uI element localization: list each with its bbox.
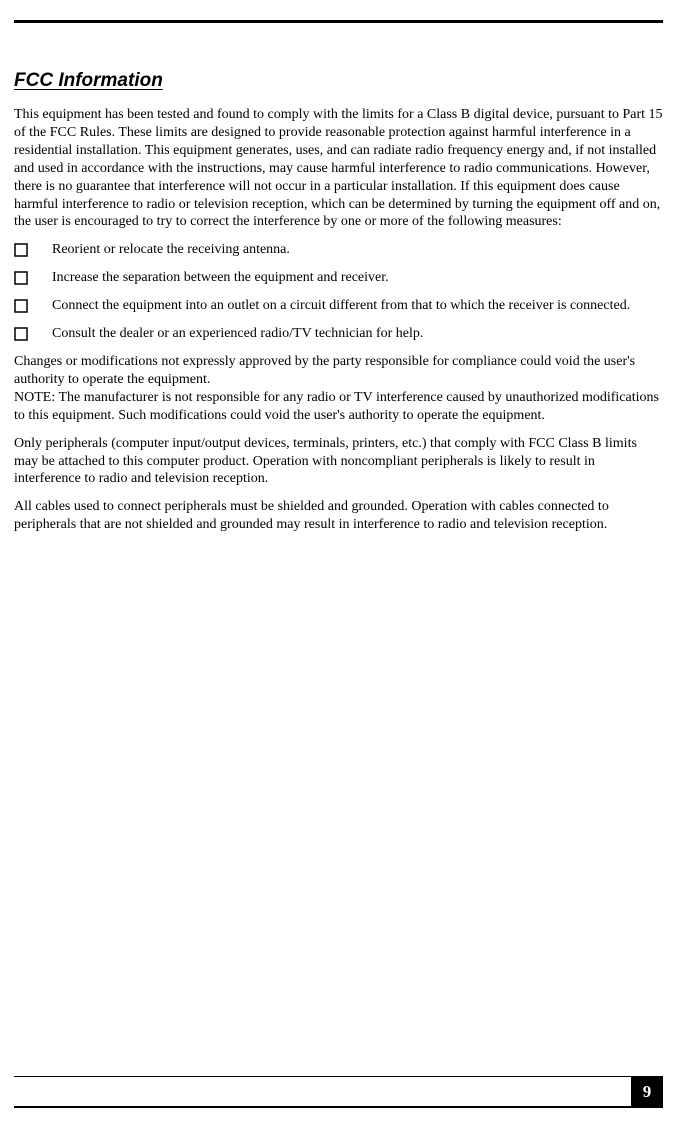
list-item: Connect the equipment into an outlet on … (14, 297, 663, 315)
list-item: Increase the separation between the equi… (14, 269, 663, 287)
list-item-text: Reorient or relocate the receiving anten… (52, 241, 290, 259)
checkbox-icon (14, 299, 28, 313)
cables-paragraph: All cables used to connect peripherals m… (14, 498, 663, 534)
page-footer: 9 (14, 1076, 663, 1108)
section-title: FCC Information (14, 70, 663, 92)
measures-list: Reorient or relocate the receiving anten… (14, 241, 663, 343)
changes-line: Changes or modifications not expressly a… (14, 354, 635, 387)
footer-rule-bottom (14, 1106, 663, 1108)
checkbox-icon (14, 271, 28, 285)
checkbox-icon (14, 327, 28, 341)
page-number: 9 (631, 1076, 663, 1108)
peripherals-paragraph: Only peripherals (computer input/output … (14, 435, 663, 489)
intro-paragraph: This equipment has been tested and found… (14, 106, 663, 231)
list-item: Consult the dealer or an experienced rad… (14, 325, 663, 343)
changes-note-block: Changes or modifications not expressly a… (14, 353, 663, 425)
top-rule (14, 20, 663, 23)
list-item-text: Increase the separation between the equi… (52, 269, 389, 287)
list-item-text: Consult the dealer or an experienced rad… (52, 325, 423, 343)
list-item: Reorient or relocate the receiving anten… (14, 241, 663, 259)
checkbox-icon (14, 243, 28, 257)
list-item-text: Connect the equipment into an outlet on … (52, 297, 630, 315)
note-line: NOTE: The manufacturer is not responsibl… (14, 390, 659, 423)
page-content: FCC Information This equipment has been … (14, 70, 663, 544)
footer-rule-top (14, 1076, 663, 1077)
